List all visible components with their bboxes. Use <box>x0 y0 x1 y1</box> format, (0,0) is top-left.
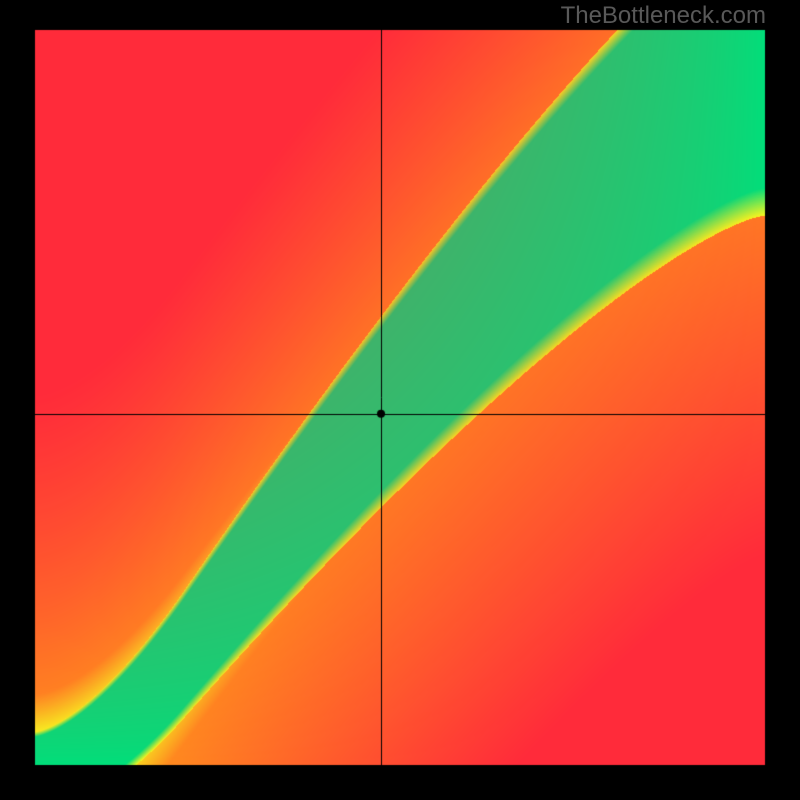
chart-container: TheBottleneck.com <box>0 0 800 800</box>
watermark-text: TheBottleneck.com <box>561 2 766 30</box>
bottleneck-heatmap <box>0 0 800 800</box>
